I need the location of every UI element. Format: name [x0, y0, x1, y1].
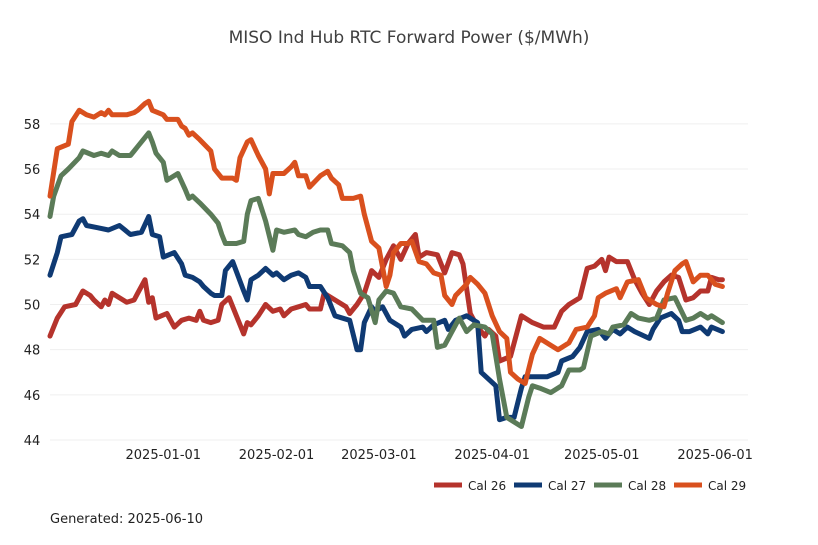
legend-label: Cal 26 — [468, 479, 506, 493]
x-tick-label: 2025-04-01 — [454, 448, 530, 463]
series-lines — [47, 98, 725, 429]
generated-footer: Generated: 2025-06-10 — [50, 512, 204, 527]
series-line-cal-26 — [47, 232, 725, 364]
y-tick-label: 48 — [24, 344, 41, 359]
legend-label: Cal 27 — [548, 479, 586, 493]
x-tick-label: 2025-01-01 — [126, 448, 202, 463]
series-line-cal-27 — [47, 214, 725, 423]
y-tick-label: 52 — [24, 253, 41, 268]
legend: Cal 26 Cal 27 Cal 28 Cal 29 — [434, 479, 746, 493]
legend-label: Cal 29 — [708, 479, 746, 493]
series-line-cal-29 — [47, 98, 725, 386]
y-tick-label: 50 — [24, 299, 41, 314]
x-tick-label: 2025-05-01 — [564, 448, 640, 463]
y-tick-label: 44 — [24, 434, 41, 449]
y-tick-label: 46 — [24, 389, 41, 404]
x-tick-label: 2025-03-01 — [341, 448, 417, 463]
y-tick-label: 58 — [24, 118, 41, 133]
y-tick-label: 56 — [24, 163, 41, 178]
legend-label: Cal 28 — [628, 479, 666, 493]
x-tick-label: 2025-06-01 — [677, 448, 753, 463]
x-tick-label: 2025-02-01 — [239, 448, 315, 463]
gridlines — [50, 123, 748, 441]
chart-title: MISO Ind Hub RTC Forward Power ($/MWh) — [228, 28, 590, 48]
x-axis-ticks: 2025-01-01 2025-02-01 2025-03-01 2025-04-01… — [126, 448, 753, 463]
y-tick-label: 54 — [24, 208, 41, 223]
series-line-cal-28 — [47, 130, 725, 429]
y-axis-ticks: 44 46 48 50 52 54 56 58 — [24, 118, 41, 449]
